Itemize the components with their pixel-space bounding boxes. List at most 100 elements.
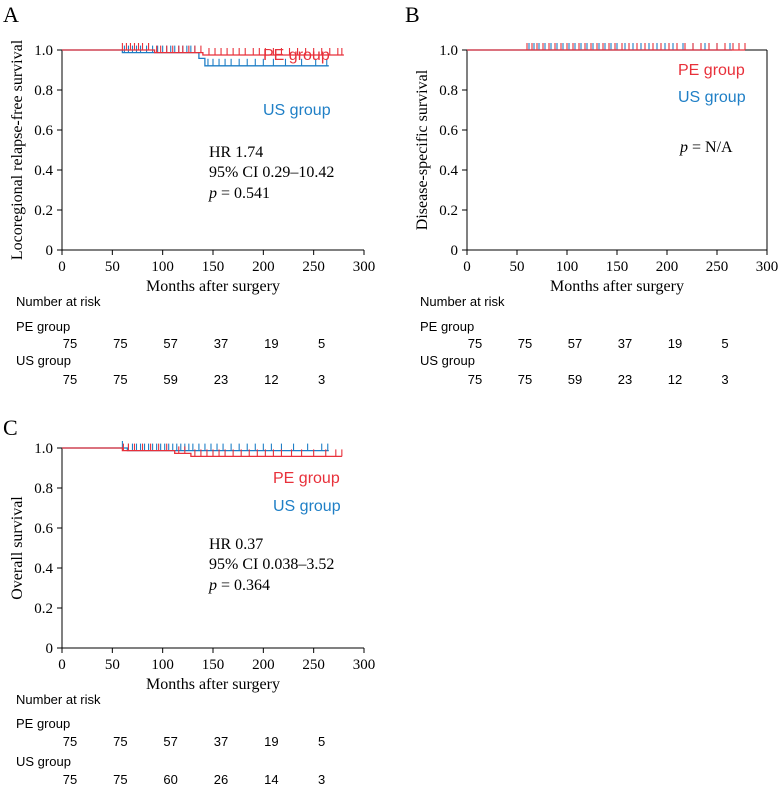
y-tick-label: 0.6 [34,521,53,537]
risk-value-us: 26 [214,772,228,787]
risk-value-pe: 5 [318,336,325,351]
risk-value-pe: 75 [468,336,482,351]
risk-value-pe: 5 [318,734,325,749]
legend-us: US group [263,102,331,119]
y-tick-label: 1.0 [439,43,458,59]
risk-value-pe: 37 [618,336,632,351]
legend-pe: PE group [263,47,330,64]
y-axis-label: Locoregional relapse-free survival [9,39,26,260]
x-tick-label: 0 [58,259,66,275]
legend-us: US group [273,498,341,515]
risk-label-us: US group [16,353,71,368]
x-tick-label: 300 [353,259,376,275]
x-tick-label: 200 [252,259,275,275]
y-tick-label: 0.6 [439,123,458,139]
risk-value-us: 23 [214,372,228,387]
confidence-interval: 95% CI 0.29–10.42 [209,164,334,181]
x-tick-label: 50 [105,657,120,673]
x-tick-label: 0 [58,657,66,673]
x-axis-label: Months after surgery [146,278,280,295]
hazard-ratio: HR 0.37 [209,536,263,553]
risk-header: Number at risk [16,294,101,309]
y-tick-label: 0.8 [34,481,53,497]
x-tick-label: 150 [202,259,225,275]
series-line-pe [62,447,342,458]
y-tick-label: 1.0 [34,441,53,457]
risk-value-us: 12 [668,372,682,387]
x-tick-label: 0 [463,259,471,275]
x-axis-label: Months after surgery [146,676,280,693]
risk-value-us: 75 [518,372,532,387]
p-value: p = 0.541 [208,185,270,202]
panel-label: C [3,415,18,440]
x-tick-label: 100 [556,259,579,275]
risk-value-pe: 37 [214,734,228,749]
x-tick-label: 50 [105,259,120,275]
risk-header: Number at risk [16,692,101,707]
risk-label-us: US group [16,754,71,769]
p-symbol: p [208,185,217,202]
risk-label-pe: PE group [16,716,70,731]
risk-value-us: 3 [318,372,325,387]
x-tick-label: 250 [302,657,325,673]
risk-label-us: US group [420,353,475,368]
chart-panel-a: A 0 50 100 150 200 250 300 0 0.2 0.4 0.6 0.8 1.0 Month… [3,2,375,387]
risk-value-pe: 57 [568,336,582,351]
p-symbol: p [679,139,688,156]
y-tick-label: 0.2 [34,203,53,219]
risk-value-pe: 19 [264,336,278,351]
p-value: p = 0.364 [208,577,270,594]
y-tick-label: 0.8 [439,83,458,99]
risk-value-us: 3 [318,772,325,787]
y-tick-label: 1.0 [34,43,53,59]
risk-value-us: 60 [163,772,177,787]
risk-label-pe: PE group [420,319,474,334]
risk-value-pe: 37 [214,336,228,351]
risk-value-pe: 75 [63,336,77,351]
p-value-text: = N/A [688,139,733,156]
risk-header: Number at risk [420,294,505,309]
x-tick-label: 150 [606,259,629,275]
p-value-text: = 0.364 [217,577,270,594]
risk-value-pe: 19 [264,734,278,749]
legend-us: US group [678,89,746,106]
y-tick-label: 0.4 [439,163,458,179]
risk-label-pe: PE group [16,319,70,334]
panel-label: A [3,2,19,27]
x-tick-label: 100 [151,259,174,275]
x-tick-label: 100 [151,657,174,673]
y-tick-label: 0 [46,243,54,259]
risk-value-us: 59 [163,372,177,387]
y-tick-label: 0.4 [34,163,53,179]
p-symbol: p [208,577,217,594]
panel-label: B [405,2,420,27]
risk-value-us: 75 [63,772,77,787]
chart-panel-c: C 0 50 100 150 200 250 300 0 0.2 0.4 0.6 0.8 1.0 Month… [3,415,375,787]
y-tick-label: 0.6 [34,123,53,139]
p-value: p = N/A [679,139,733,156]
risk-value-us: 3 [721,372,728,387]
risk-value-pe: 57 [163,336,177,351]
legend-pe: PE group [273,470,340,487]
x-tick-label: 250 [706,259,729,275]
risk-value-us: 75 [113,372,127,387]
risk-value-pe: 5 [721,336,728,351]
risk-value-us: 75 [63,372,77,387]
x-tick-label: 200 [252,657,275,673]
risk-value-pe: 19 [668,336,682,351]
confidence-interval: 95% CI 0.038–3.52 [209,556,334,573]
risk-value-pe: 75 [518,336,532,351]
p-value-text: = 0.541 [217,185,270,202]
x-tick-label: 150 [202,657,225,673]
chart-panel-b: B 0 50 100 150 200 250 300 0 0.2 0.4 0.6 0.8 1.0 Month… [405,2,778,387]
risk-value-pe: 57 [163,734,177,749]
y-tick-label: 0.8 [34,83,53,99]
risk-value-pe: 75 [113,734,127,749]
legend-pe: PE group [678,62,745,79]
y-tick-label: 0.2 [34,601,53,617]
risk-value-us: 23 [618,372,632,387]
y-tick-label: 0.4 [34,561,53,577]
x-tick-label: 50 [510,259,525,275]
y-axis-label: Overall survival [9,496,26,600]
